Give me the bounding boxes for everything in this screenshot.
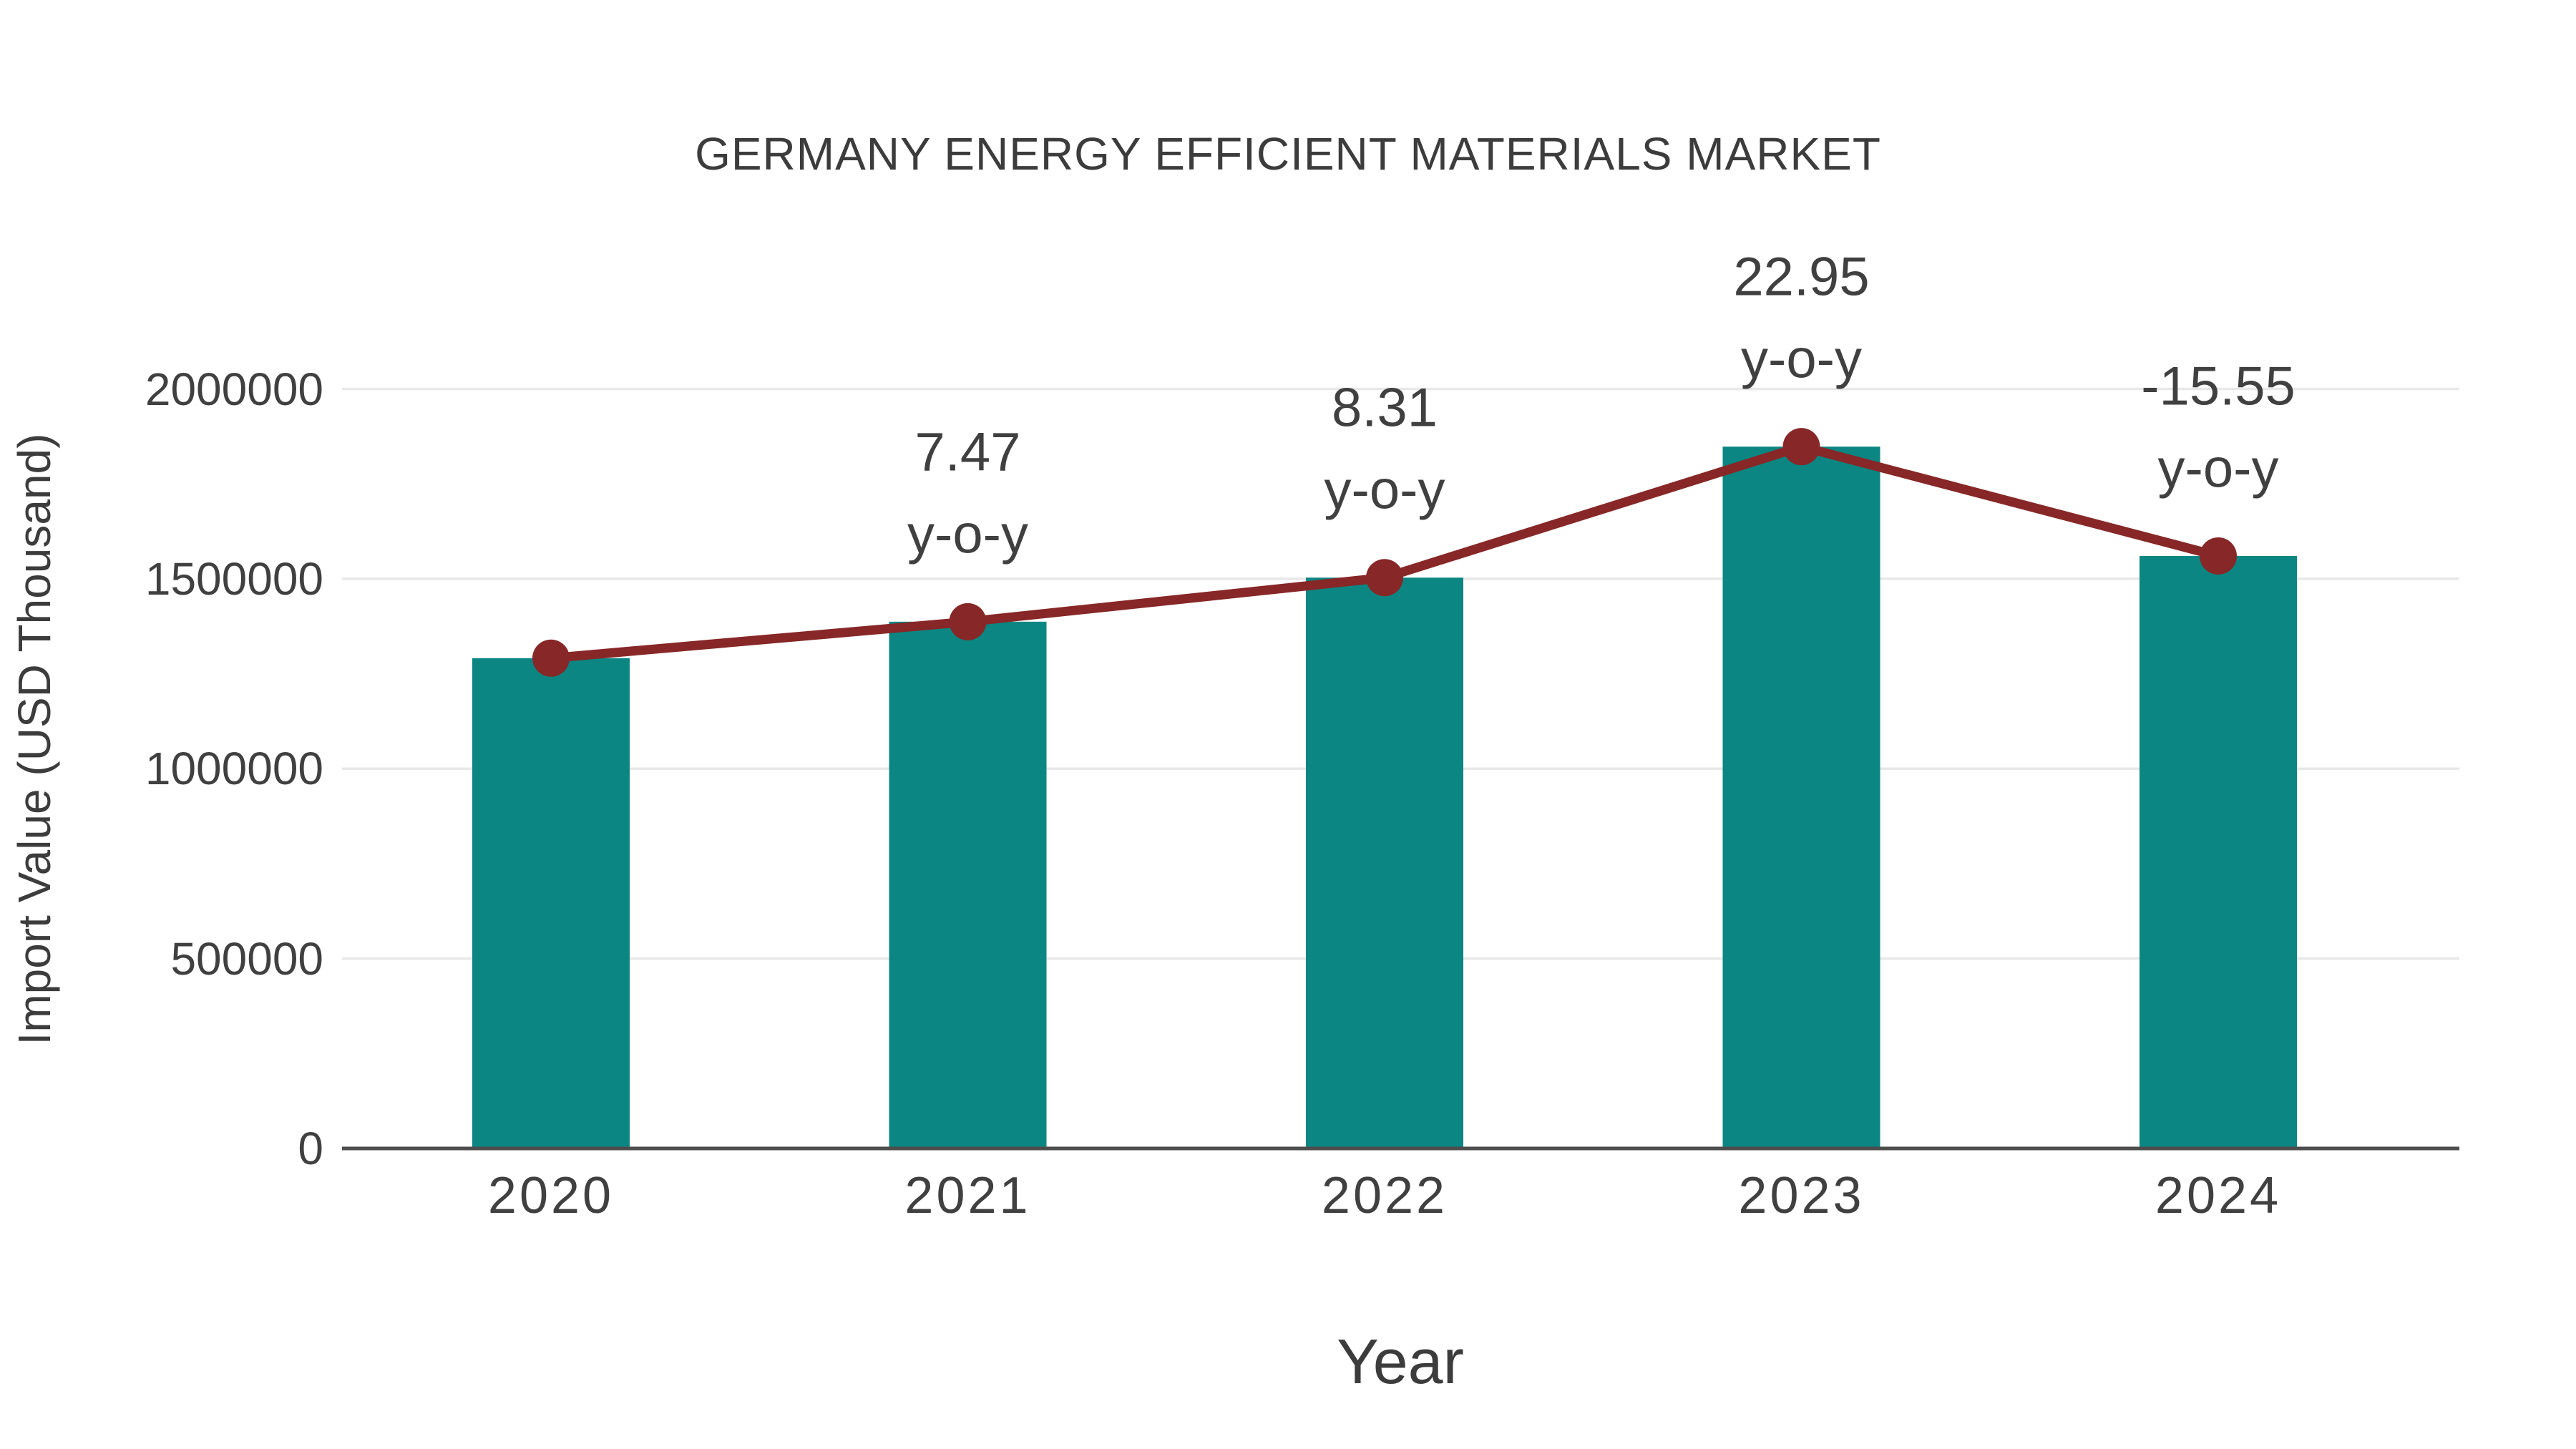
y-tick-label-1000000: 1000000 (145, 743, 323, 795)
annotation-value-2021: 7.47 (914, 421, 1021, 483)
trend-marker-2021 (949, 602, 987, 640)
chart-title: GERMANY ENERGY EFFICIENT MATERIALS MARKE… (695, 128, 1881, 180)
trend-marker-2023 (1782, 428, 1820, 466)
bar-2022 (1306, 577, 1463, 1148)
annotation-value-2023: 22.95 (1733, 246, 1870, 308)
y-tick-label-0: 0 (298, 1123, 323, 1174)
bar-2024 (2140, 556, 2297, 1148)
annotation-suffix-2023: y-o-y (1741, 328, 1862, 390)
x-tick-label-2021: 2021 (904, 1167, 1031, 1224)
bar-2020 (472, 658, 630, 1148)
annotation-value-2024: -15.55 (2141, 356, 2296, 417)
bar-2023 (1722, 447, 1880, 1148)
bar-2021 (889, 621, 1047, 1148)
x-tick-label-2020: 2020 (487, 1167, 615, 1224)
y-tick-label-1500000: 1500000 (145, 552, 323, 605)
x-tick-label-2023: 2023 (1738, 1167, 1865, 1224)
trend-marker-2020 (532, 639, 570, 677)
annotation-value-2022: 8.31 (1332, 377, 1438, 439)
y-tick-label-2000000: 2000000 (145, 363, 323, 415)
annotation-suffix-2024: y-o-y (2157, 438, 2279, 499)
y-tick-label-500000: 500000 (170, 932, 323, 985)
x-axis-title: Year (1337, 1326, 1464, 1397)
annotation-suffix-2022: y-o-y (1324, 459, 1445, 521)
annotation-suffix-2021: y-o-y (907, 504, 1028, 565)
x-tick-label-2024: 2024 (2155, 1167, 2282, 1224)
trend-marker-2022 (1366, 559, 1403, 597)
x-tick-label-2022: 2022 (1321, 1167, 1448, 1224)
trend-marker-2024 (2200, 537, 2237, 575)
